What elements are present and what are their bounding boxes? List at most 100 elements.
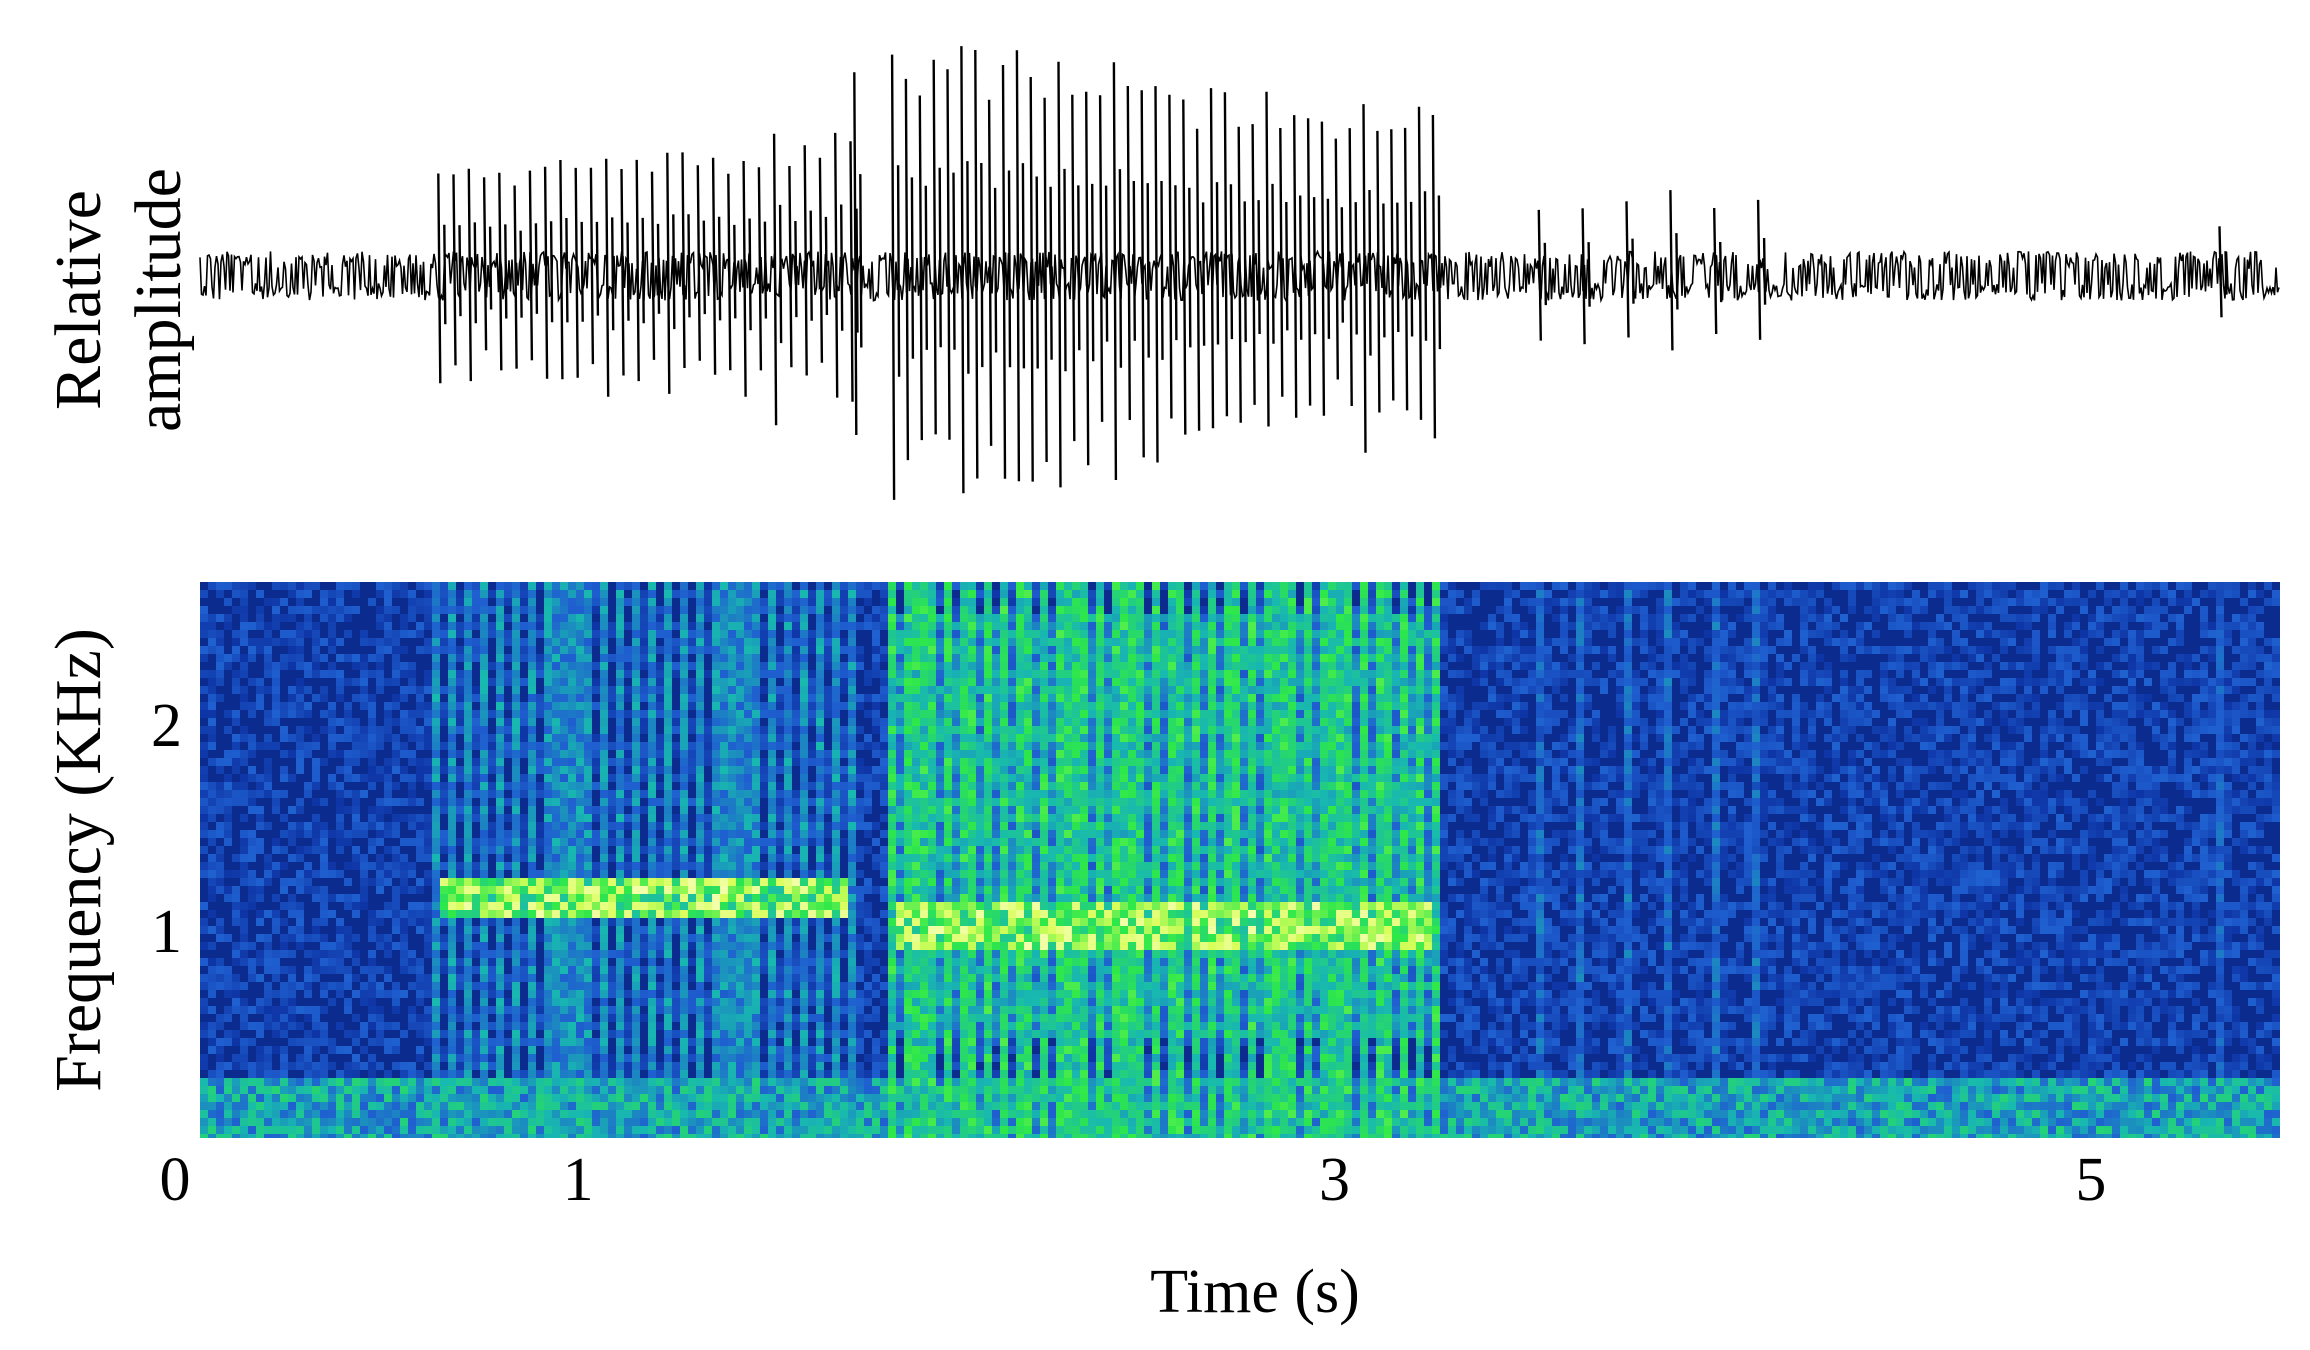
spectrogram-cell: [968, 686, 976, 694]
spectrogram-cell: [1832, 622, 1840, 630]
waveform-pulse-0-21: [757, 167, 768, 371]
spectrogram-cell: [1248, 726, 1256, 734]
spectrogram-cell: [1760, 702, 1768, 710]
spectrogram-cell: [1000, 614, 1008, 622]
spectrogram-cell: [448, 654, 456, 662]
spectrogram-cell: [512, 758, 520, 766]
spectrogram-cell: [656, 678, 664, 686]
spectrogram-cell: [1776, 614, 1784, 622]
spectrogram-cell: [1048, 734, 1056, 742]
spectrogram-cell: [448, 670, 456, 678]
spectrogram-cell: [328, 750, 336, 758]
spectrogram-cell: [1192, 686, 1200, 694]
spectrogram-cell: [1080, 702, 1088, 710]
spectrogram-cell: [680, 582, 688, 590]
spectrogram-cell: [536, 622, 544, 630]
spectrogram-cell: [712, 614, 720, 622]
spectrogram-cell: [1176, 590, 1184, 598]
spectrogram-cell: [584, 694, 592, 702]
spectrogram-cell: [1176, 646, 1184, 654]
spectrogram-cell: [1808, 582, 1816, 590]
spectrogram-cell: [568, 734, 576, 742]
spectrogram-cell: [392, 742, 400, 750]
spectrogram-cell: [2072, 598, 2080, 606]
spectrogram-cell: [968, 590, 976, 598]
spectrogram-cell: [344, 582, 352, 590]
spectrogram-cell: [1272, 766, 1280, 774]
spectrogram-cell: [1128, 646, 1136, 654]
spectrogram-cell: [504, 718, 512, 726]
spectrogram-cell: [1360, 598, 1368, 606]
spectrogram-cell: [2064, 662, 2072, 670]
spectrogram-cell: [784, 614, 792, 622]
spectrogram-cell: [912, 726, 920, 734]
spectrogram-cell: [1040, 582, 1048, 590]
spectrogram-cell: [1272, 622, 1280, 630]
spectrogram-cell: [1056, 646, 1064, 654]
spectrogram-cell: [1864, 718, 1872, 726]
spectrogram-cell: [1552, 582, 1560, 590]
spectrogram-cell: [1712, 590, 1720, 598]
spectrogram-cell: [1096, 630, 1104, 638]
spectrogram-cell: [752, 582, 760, 590]
spectrogram-cell: [1488, 654, 1496, 662]
spectrogram-cell: [2112, 606, 2120, 614]
spectrogram-cell: [1280, 614, 1288, 622]
spectrogram-cell: [712, 766, 720, 774]
spectrogram-cell: [1120, 638, 1128, 646]
spectrogram-cell: [1080, 678, 1088, 686]
spectrogram-cell: [1096, 622, 1104, 630]
spectrogram-cell: [1232, 630, 1240, 638]
spectrogram-cell: [992, 718, 1000, 726]
spectrogram-cell: [1144, 630, 1152, 638]
spectrogram-cell: [1400, 670, 1408, 678]
spectrogram-cell: [1864, 646, 1872, 654]
spectrogram-cell: [1368, 718, 1376, 726]
spectrogram-cell: [664, 590, 672, 598]
spectrogram-cell: [1592, 734, 1600, 742]
spectrogram-cell: [1080, 686, 1088, 694]
spectrogram-cell: [1328, 638, 1336, 646]
spectrogram-cell: [1352, 622, 1360, 630]
spectrogram-cell: [1792, 710, 1800, 718]
spectrogram-cell: [1192, 710, 1200, 718]
spectrogram-cell: [1768, 598, 1776, 606]
spectrogram-cell: [2168, 718, 2176, 726]
spectrogram-cell: [880, 606, 888, 614]
spectrogram-cell: [960, 694, 968, 702]
spectrogram-cell: [1224, 638, 1232, 646]
spectrogram-cell: [592, 742, 600, 750]
spectrogram-cell: [1352, 742, 1360, 750]
spectrogram-cell: [968, 702, 976, 710]
spectrogram-cell: [2064, 710, 2072, 718]
spectrogram-cell: [1336, 606, 1344, 614]
spectrogram-cell: [1248, 750, 1256, 758]
spectrogram-cell: [632, 678, 640, 686]
spectrogram-cell: [1176, 686, 1184, 694]
spectrogram-cell: [1376, 606, 1384, 614]
spectrogram-cell: [1552, 638, 1560, 646]
spectrogram-cell: [1864, 742, 1872, 750]
spectrogram-cell: [840, 734, 848, 742]
spectrogram-cell: [912, 678, 920, 686]
spectrogram-cell: [1104, 646, 1112, 654]
spectrogram-cell: [744, 622, 752, 630]
spectrogram-cell: [1608, 766, 1616, 774]
spectrogram-cell: [2152, 702, 2160, 710]
spectrogram-cell: [584, 606, 592, 614]
spectrogram-cell: [800, 662, 808, 670]
spectrogram-cell: [1496, 622, 1504, 630]
spectrogram-cell: [800, 638, 808, 646]
spectrogram-cell: [960, 766, 968, 774]
spectrogram-cell: [2008, 742, 2016, 750]
spectrogram-cell: [224, 582, 232, 590]
spectrogram-cell: [1032, 750, 1040, 758]
spectrogram-cell: [872, 630, 880, 638]
spectrogram-cell: [408, 718, 416, 726]
spectrogram-cell: [1312, 582, 1320, 590]
spectrogram-cell: [376, 654, 384, 662]
spectrogram-cell: [1640, 630, 1648, 638]
spectrogram-cell: [1280, 654, 1288, 662]
spectrogram-cell: [904, 694, 912, 702]
spectrogram-cell: [1960, 694, 1968, 702]
